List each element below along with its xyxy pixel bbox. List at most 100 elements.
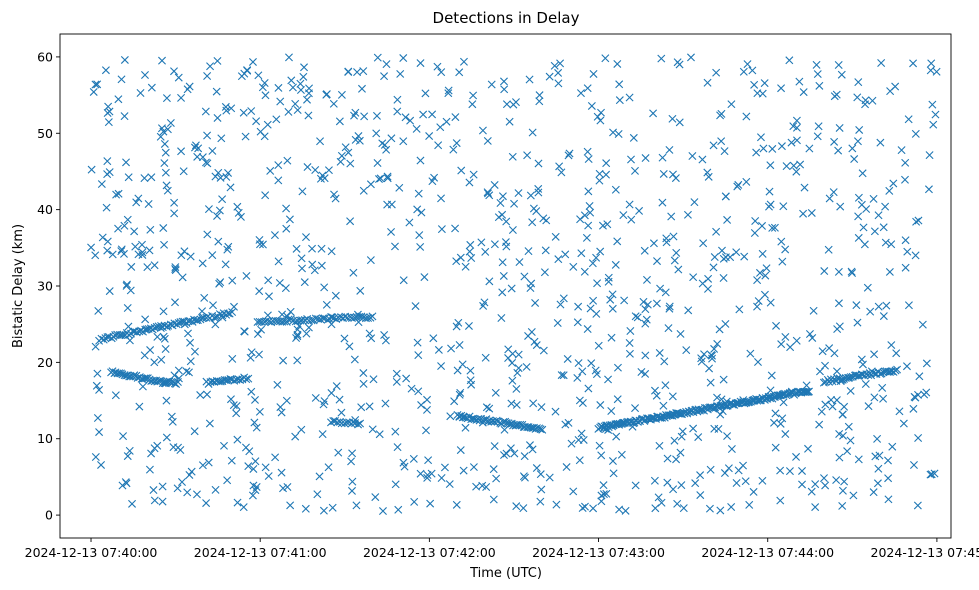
data-point [120, 112, 129, 121]
y-axis-label: Bistatic Delay (km) [11, 224, 26, 348]
data-point [284, 107, 293, 116]
data-point [157, 124, 166, 133]
data-point [87, 243, 96, 252]
data-point [297, 425, 306, 434]
data-point [621, 506, 630, 515]
data-point [218, 313, 227, 322]
data-point [837, 70, 846, 79]
data-point [174, 73, 183, 82]
data-point [835, 123, 844, 132]
y-tick-label: 20 [37, 355, 53, 370]
data-point [508, 226, 517, 235]
data-point [836, 377, 845, 386]
data-point [451, 224, 460, 233]
data-point [350, 111, 359, 120]
data-point [661, 381, 670, 390]
data-point [625, 349, 634, 358]
data-point [434, 141, 443, 150]
data-point [282, 204, 291, 213]
data-point [102, 203, 111, 212]
data-point [604, 375, 613, 384]
data-point [857, 355, 866, 364]
data-point [641, 305, 650, 314]
data-point [186, 338, 195, 347]
data-point [912, 217, 921, 226]
data-point [717, 395, 726, 404]
data-point [203, 230, 212, 239]
data-point [406, 116, 415, 125]
data-point [95, 428, 104, 437]
data-point [372, 129, 381, 138]
data-point [847, 267, 856, 276]
data-point [111, 391, 120, 400]
data-point [209, 301, 217, 310]
data-point [836, 202, 845, 211]
data-point [91, 453, 100, 462]
data-point [228, 308, 237, 317]
data-point [588, 259, 597, 268]
data-point [255, 240, 264, 249]
data-point [599, 481, 608, 490]
y-tick-label: 50 [37, 126, 53, 141]
data-point [184, 329, 192, 338]
data-point [127, 262, 136, 271]
data-point [160, 159, 169, 168]
data-point [185, 82, 194, 91]
data-point [255, 287, 264, 296]
data-point [213, 211, 222, 220]
data-point [765, 187, 774, 196]
data-point [528, 445, 537, 454]
data-point [444, 86, 453, 95]
data-point [426, 499, 435, 508]
data-point [909, 59, 918, 68]
data-point [303, 163, 312, 172]
data-point [748, 66, 757, 75]
data-point [221, 102, 230, 111]
data-point [327, 247, 336, 256]
data-point [713, 339, 722, 348]
data-point [317, 244, 326, 253]
data-point [92, 381, 101, 390]
data-point [537, 403, 546, 412]
data-point [445, 480, 454, 489]
data-point [586, 304, 595, 313]
data-point [416, 469, 425, 478]
data-point [776, 419, 785, 428]
data-point [563, 354, 572, 363]
data-point [407, 384, 416, 393]
data-point [327, 389, 336, 398]
data-point [437, 68, 446, 77]
data-point [584, 155, 593, 164]
data-point [324, 166, 333, 175]
data-point [193, 316, 202, 325]
data-point [248, 491, 257, 500]
data-point [918, 320, 927, 329]
data-point [419, 110, 428, 119]
data-point [496, 199, 505, 208]
data-point [587, 359, 596, 368]
data-point [777, 340, 786, 349]
data-point [298, 187, 307, 196]
data-point [538, 425, 547, 434]
data-point [514, 189, 523, 198]
data-point [796, 160, 805, 169]
data-point [236, 212, 245, 221]
data-point [159, 332, 168, 341]
data-point [717, 137, 726, 146]
data-point [436, 123, 445, 132]
data-point [223, 245, 232, 254]
data-point [190, 143, 199, 152]
data-point [697, 357, 706, 366]
data-point [884, 474, 893, 483]
data-point [804, 444, 812, 453]
data-point [196, 391, 205, 400]
data-point [383, 174, 392, 183]
data-point [706, 378, 715, 387]
data-point [582, 233, 591, 242]
data-point [156, 324, 165, 333]
data-point [778, 414, 787, 423]
data-point [368, 312, 377, 321]
data-point [507, 284, 516, 293]
data-point [274, 161, 283, 170]
data-point [223, 476, 232, 485]
